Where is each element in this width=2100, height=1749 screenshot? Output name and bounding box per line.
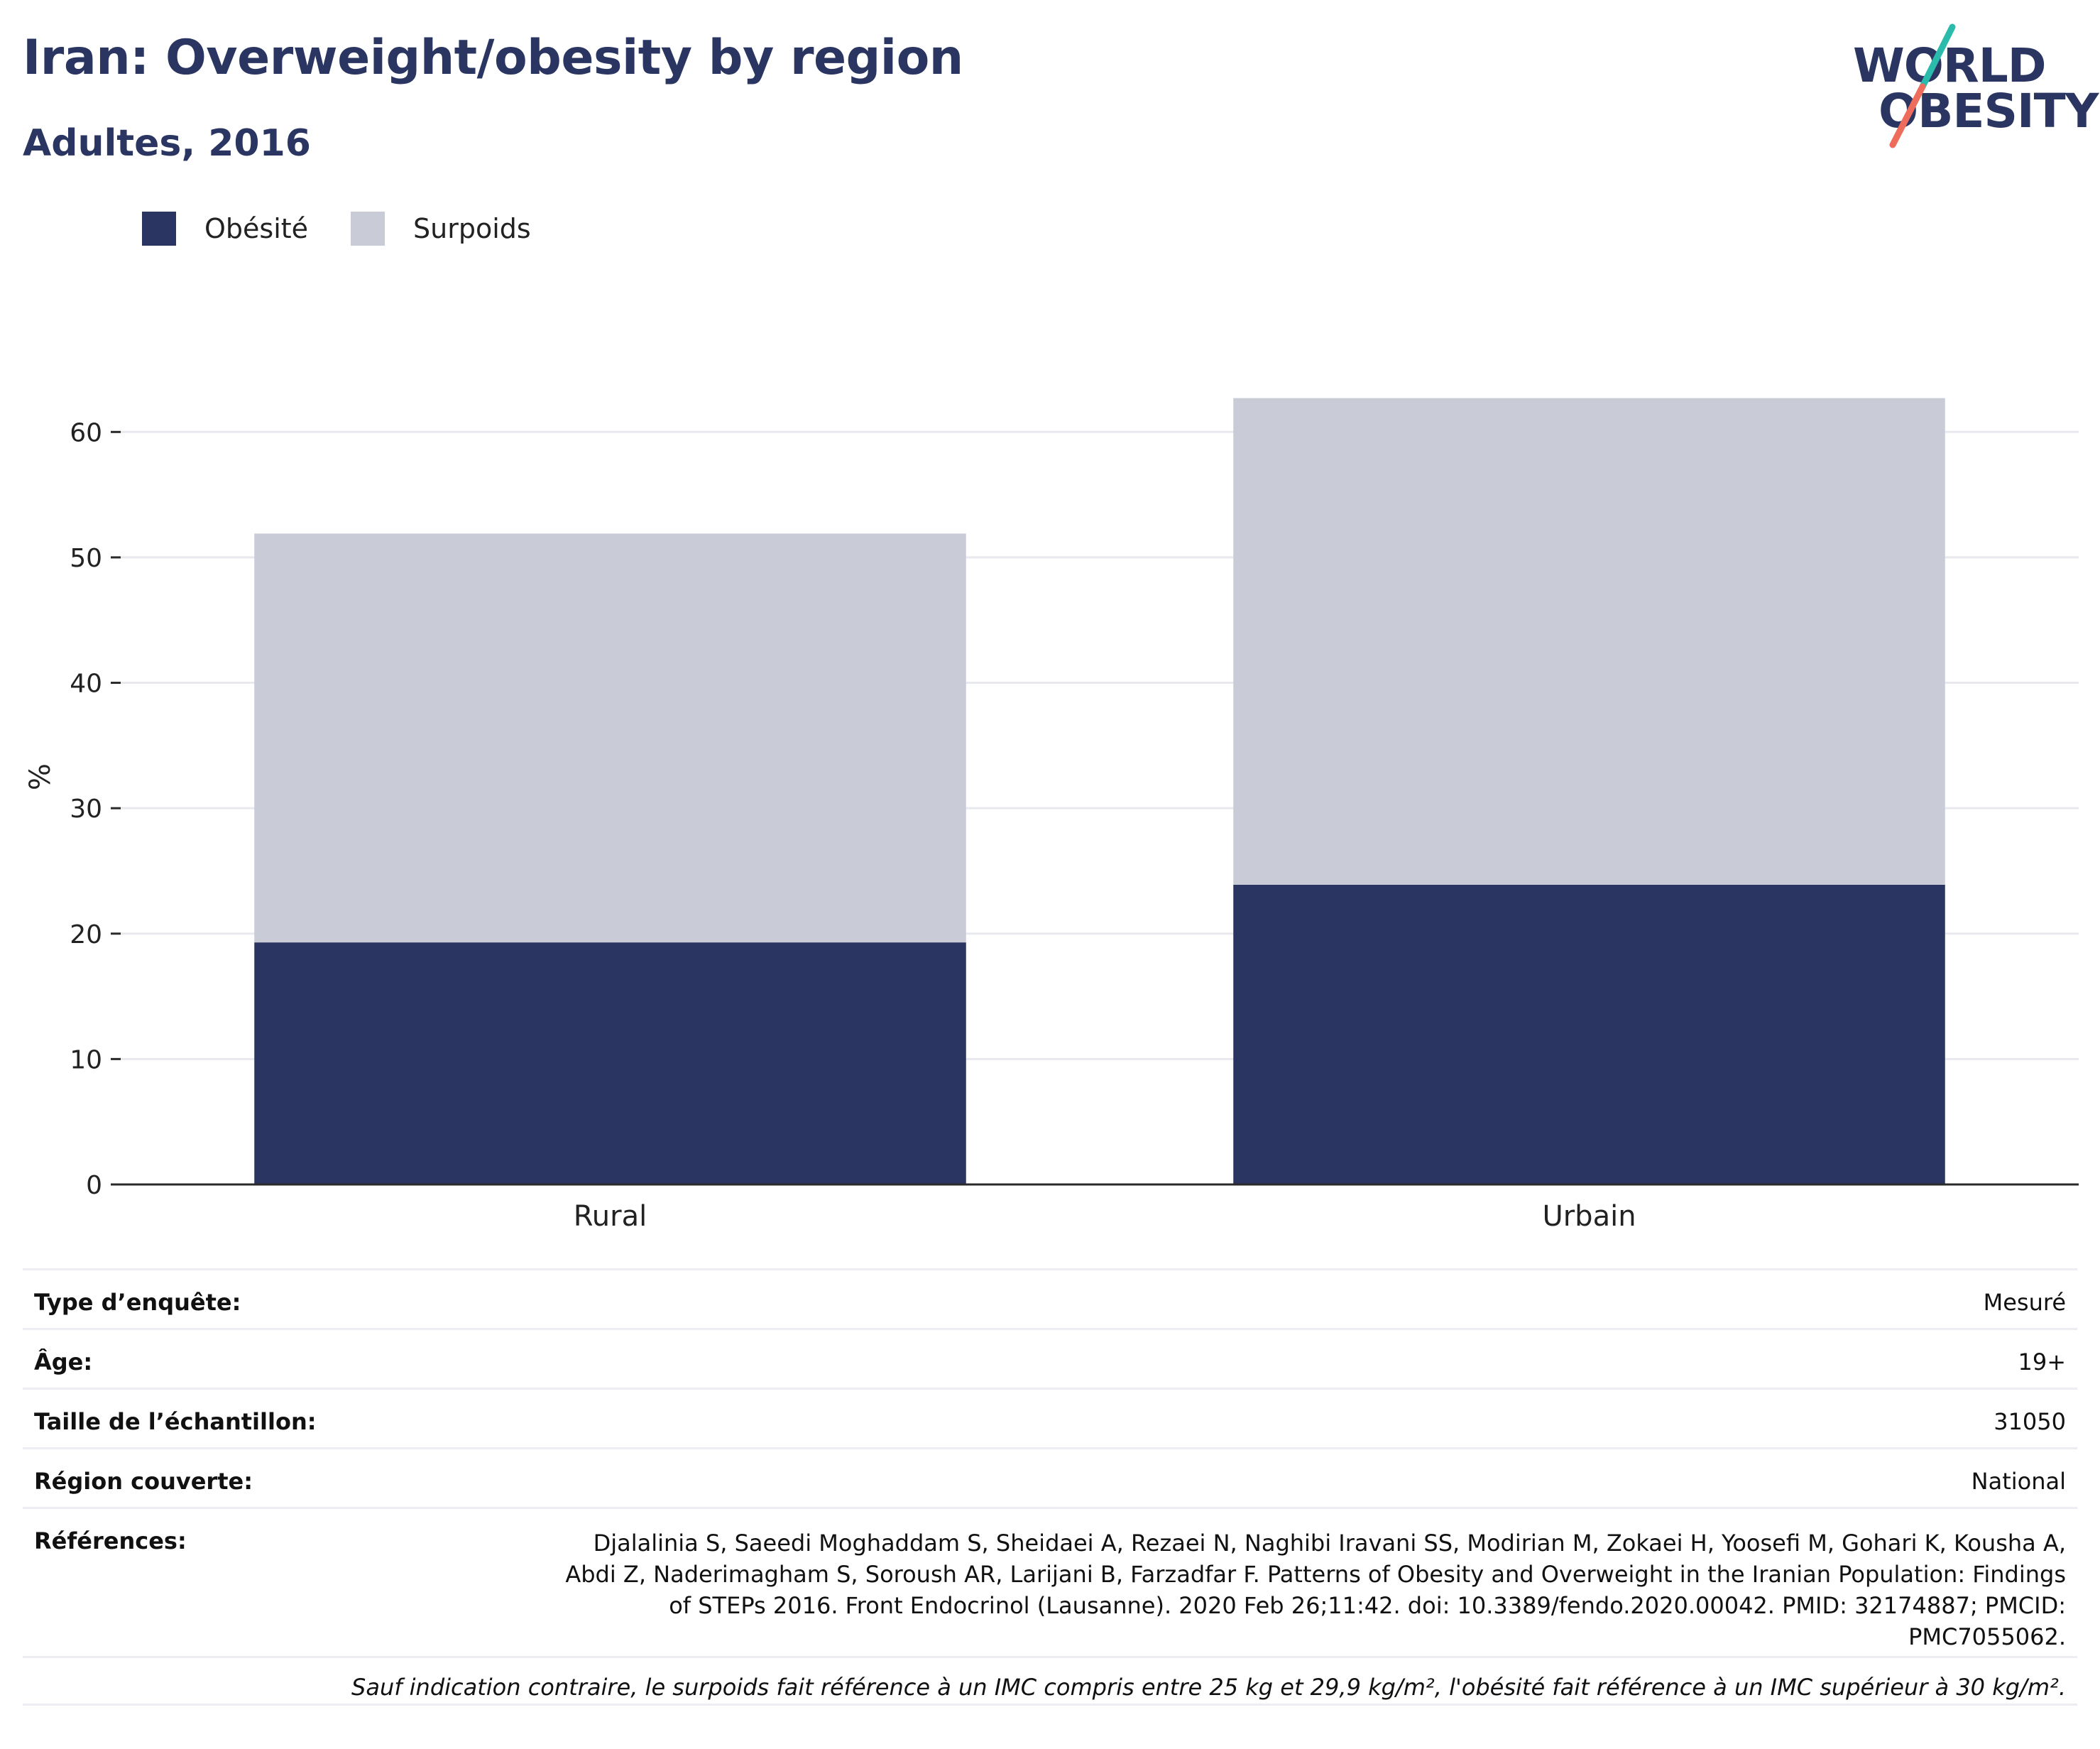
info-value: 31050 [1994,1408,2066,1435]
y-tick-label: 10 [70,1045,102,1074]
info-value: National [1971,1468,2066,1495]
legend-item-overweight[interactable]: Surpoids [351,212,531,246]
info-row-age: Âge: 19+ [23,1328,2077,1388]
info-key: Références: [34,1527,187,1554]
chart-subtitle: Adultes, 2016 [23,122,311,165]
chart-title: Iran: Overweight/obesity by region [23,30,963,86]
info-row-region: Région couverte: National [23,1447,2077,1507]
logo-word-world: WORLD [1853,38,2047,93]
y-tick-label: 40 [70,670,102,699]
y-tick-label: 20 [70,920,102,949]
info-key: Type d’enquête: [34,1289,241,1316]
x-tick-label: Rural [574,1200,647,1233]
stacked-bar-chart: 0 10 20 30 40 50 60% Rural Urbain [24,398,2079,1233]
info-key: Taille de l’échantillon: [34,1408,317,1435]
obesity-bar [1233,884,1945,1184]
legend-swatch-obesity [142,212,176,246]
legend-label-overweight: Surpoids [413,213,531,244]
y-tick-label: 0 [86,1171,102,1200]
y-tick-label: 60 [70,418,102,447]
legend-item-obesity[interactable]: Obésité [142,212,308,246]
y-tick-label: 50 [70,544,102,573]
legend-label-obesity: Obésité [204,213,309,244]
chart-legend: Obésité Surpoids [142,212,574,246]
info-key: Région couverte: [34,1468,253,1495]
references-text: Djalalinia S, Saeedi Moghaddam S, Sheida… [565,1530,2066,1650]
definition-note: Sauf indication contraire, le surpoids f… [351,1674,2066,1701]
y-axis-label: % [24,763,57,790]
info-value: Mesuré [1983,1289,2066,1316]
y-tick-label: 30 [70,795,102,824]
x-tick-label: Urbain [1542,1200,1636,1233]
overweight-bar [254,533,966,943]
world-obesity-logo: WORLD OBESITY [1853,21,2099,149]
info-value: 19+ [2018,1348,2066,1375]
legend-swatch-overweight [351,212,385,246]
logo-slash-icon [1889,23,1956,148]
overweight-bar [1233,398,1945,885]
info-row-sample-size: Taille de l’échantillon: 31050 [23,1388,2077,1447]
definition-note-row: Sauf indication contraire, le surpoids f… [23,1656,2077,1706]
survey-info-table: Type d’enquête: Mesuré Âge: 19+ Taille d… [23,1268,2077,1706]
info-key: Âge: [34,1348,93,1375]
info-row-references: Références: Djalalinia S, Saeedi Moghadd… [23,1507,2077,1656]
obesity-bar [254,942,966,1184]
info-row-survey-type: Type d’enquête: Mesuré [23,1268,2077,1328]
